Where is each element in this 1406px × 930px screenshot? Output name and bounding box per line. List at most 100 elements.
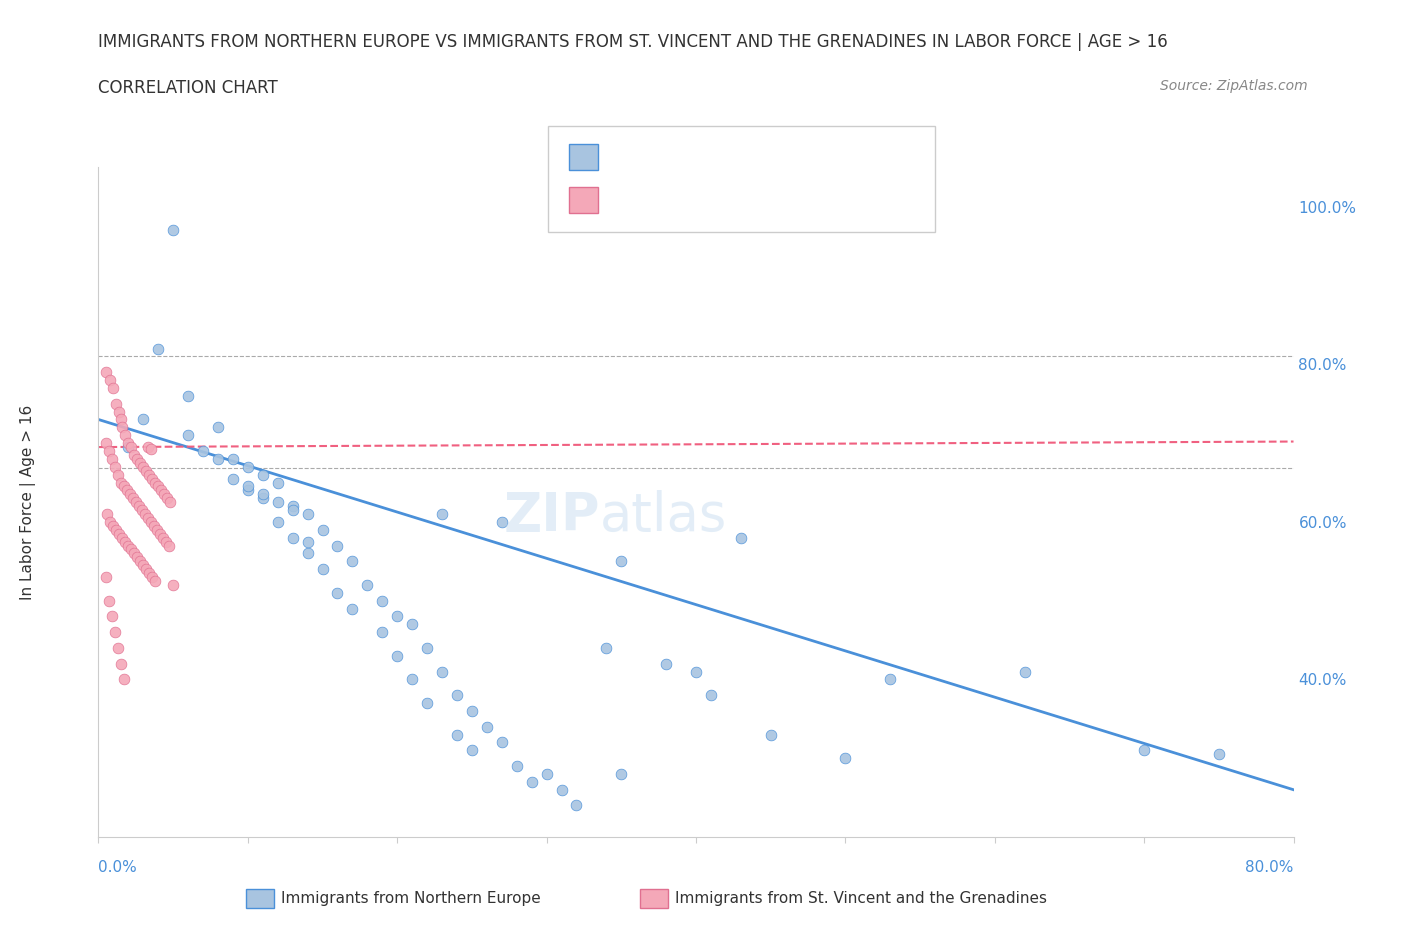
- Point: [401, 672, 423, 687]
- Point: [132, 412, 155, 427]
- Point: [97, 444, 120, 458]
- Point: [104, 459, 127, 474]
- Point: [356, 578, 378, 592]
- Text: Source: ZipAtlas.com: Source: ZipAtlas.com: [1160, 79, 1308, 93]
- Point: [152, 530, 174, 545]
- Point: [148, 479, 170, 494]
- Point: [297, 534, 319, 549]
- Point: [610, 766, 633, 781]
- Point: [297, 546, 319, 561]
- Point: [177, 428, 200, 443]
- Point: [267, 514, 290, 529]
- Point: [94, 569, 117, 584]
- Point: [153, 487, 176, 502]
- Point: [565, 798, 588, 813]
- Point: [134, 507, 156, 522]
- Point: [222, 451, 245, 466]
- Point: [416, 696, 439, 711]
- Point: [136, 440, 159, 455]
- Point: [120, 542, 142, 557]
- Point: [1208, 747, 1230, 762]
- Point: [108, 405, 131, 419]
- Point: [97, 593, 120, 608]
- Point: [342, 601, 364, 616]
- Point: [139, 514, 162, 529]
- Point: [311, 523, 333, 538]
- Point: [101, 609, 124, 624]
- Point: [430, 507, 453, 522]
- Point: [879, 672, 901, 687]
- Point: [342, 554, 364, 569]
- Point: [655, 657, 678, 671]
- Point: [103, 380, 125, 395]
- Point: [127, 550, 149, 565]
- Point: [94, 435, 117, 450]
- Text: Immigrants from Northern Europe: Immigrants from Northern Europe: [281, 891, 541, 906]
- Point: [148, 341, 170, 356]
- Point: [100, 514, 122, 529]
- Point: [222, 472, 245, 486]
- Point: [120, 440, 142, 455]
- Point: [135, 463, 157, 478]
- Point: [162, 578, 184, 592]
- Point: [138, 565, 160, 580]
- Point: [281, 502, 304, 517]
- Point: [536, 766, 558, 781]
- Point: [105, 523, 128, 538]
- Point: [129, 456, 152, 471]
- Point: [491, 735, 513, 750]
- Point: [416, 641, 439, 656]
- Point: [96, 507, 118, 522]
- Point: [162, 223, 184, 238]
- Point: [371, 625, 394, 640]
- Point: [141, 569, 163, 584]
- Text: Immigrants from St. Vincent and the Grenadines: Immigrants from St. Vincent and the Gren…: [675, 891, 1047, 906]
- Point: [834, 751, 856, 765]
- Text: IMMIGRANTS FROM NORTHERN EUROPE VS IMMIGRANTS FROM ST. VINCENT AND THE GRENADINE: IMMIGRANTS FROM NORTHERN EUROPE VS IMMIG…: [98, 33, 1168, 50]
- Point: [114, 534, 136, 549]
- Point: [700, 688, 723, 703]
- Point: [157, 538, 180, 553]
- Point: [132, 459, 155, 474]
- Point: [112, 672, 135, 687]
- Point: [759, 727, 782, 742]
- Point: [101, 451, 124, 466]
- Point: [100, 373, 122, 388]
- Point: [111, 420, 134, 435]
- Text: ZIP: ZIP: [503, 489, 600, 541]
- Point: [236, 483, 259, 498]
- Point: [1133, 743, 1156, 758]
- Point: [128, 498, 150, 513]
- Point: [491, 514, 513, 529]
- Point: [124, 447, 146, 462]
- Point: [139, 442, 162, 457]
- Point: [110, 475, 132, 490]
- Point: [446, 727, 468, 742]
- Point: [475, 719, 498, 734]
- Point: [326, 585, 349, 600]
- Point: [149, 526, 172, 541]
- Point: [127, 451, 149, 466]
- Point: [129, 554, 152, 569]
- Point: [138, 467, 160, 482]
- Point: [1014, 664, 1036, 679]
- Point: [685, 664, 707, 679]
- Point: [131, 502, 153, 517]
- Point: [110, 412, 132, 427]
- Point: [111, 530, 134, 545]
- Point: [326, 538, 349, 553]
- Point: [125, 495, 148, 510]
- Point: [446, 688, 468, 703]
- Point: [114, 428, 136, 443]
- Point: [104, 625, 127, 640]
- Point: [311, 562, 333, 577]
- Point: [520, 775, 543, 790]
- Point: [191, 444, 214, 458]
- Point: [236, 479, 259, 494]
- Point: [236, 459, 259, 474]
- Text: R = -0.388   N = 68: R = -0.388 N = 68: [612, 150, 762, 165]
- Point: [177, 389, 200, 404]
- Point: [107, 641, 129, 656]
- Text: 0.0%: 0.0%: [98, 860, 138, 875]
- Point: [94, 365, 117, 379]
